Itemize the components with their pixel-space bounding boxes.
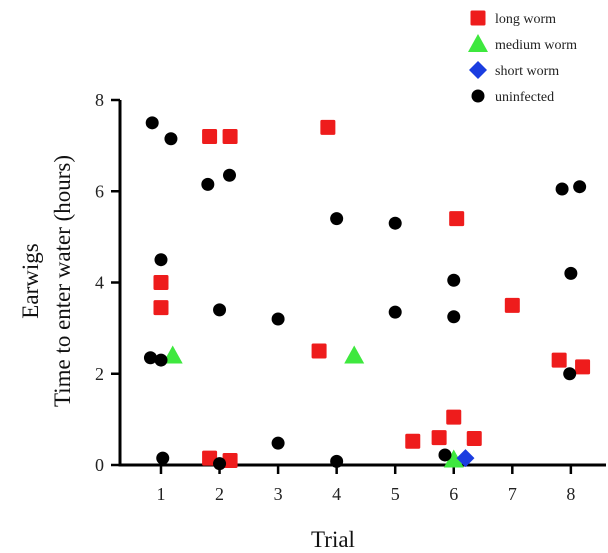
point-long-worm	[222, 452, 238, 468]
x-tick-label: 5	[391, 484, 400, 504]
point-uninfected	[154, 353, 168, 367]
x-tick-label: 7	[508, 484, 517, 504]
point-uninfected	[213, 303, 227, 317]
legend-label-long-worm: long worm	[495, 12, 556, 27]
x-tick-label: 1	[156, 484, 165, 504]
point-uninfected	[438, 448, 452, 462]
point-long-worm	[504, 297, 520, 313]
axes	[111, 98, 606, 474]
data-points	[143, 116, 591, 471]
point-uninfected	[564, 266, 578, 280]
x-axis-title: Trial	[311, 527, 355, 552]
x-tick-label: 3	[274, 484, 283, 504]
point-uninfected	[388, 216, 402, 230]
point-long-worm	[311, 343, 327, 359]
point-long-worm	[551, 352, 567, 368]
legend-marker-long-worm	[470, 10, 486, 26]
point-medium-worm	[162, 345, 183, 364]
point-long-worm	[446, 409, 462, 425]
point-long-worm	[222, 129, 238, 144]
point-long-worm	[466, 431, 482, 447]
y-tick-label: 0	[95, 455, 104, 475]
point-long-worm	[153, 300, 169, 316]
point-uninfected	[555, 182, 569, 196]
point-uninfected	[447, 310, 461, 324]
point-uninfected	[447, 273, 461, 287]
x-tick-label: 8	[566, 484, 575, 504]
point-uninfected	[563, 367, 577, 381]
legend-label-uninfected: uninfected	[495, 90, 554, 105]
y-axis-title: Earwigs Time to enter water (hours)	[18, 155, 75, 407]
point-long-worm	[405, 433, 421, 449]
point-medium-worm	[443, 449, 464, 468]
point-uninfected	[201, 177, 215, 191]
x-tick-label: 4	[332, 484, 341, 504]
y-tick-label: 8	[95, 90, 104, 110]
point-uninfected	[271, 312, 285, 326]
y-tick-label: 2	[95, 364, 104, 384]
point-uninfected	[388, 305, 402, 319]
legend-label-short-worm: short worm	[495, 64, 559, 79]
legend-label-medium-worm: medium worm	[495, 38, 577, 53]
point-uninfected	[213, 457, 227, 471]
point-uninfected	[330, 454, 344, 468]
point-uninfected	[330, 212, 344, 226]
tick-labels: 0 2 4 6 8 1 2 3 4 5 6 7 8	[95, 90, 575, 504]
point-uninfected	[164, 132, 178, 146]
point-long-worm	[449, 211, 465, 227]
y-tick-label: 6	[95, 181, 104, 201]
y-axis-title-line-1: Earwigs	[18, 243, 43, 318]
point-long-worm	[202, 129, 218, 144]
point-medium-worm	[344, 345, 365, 364]
point-long-worm	[320, 119, 336, 135]
point-long-worm	[153, 275, 169, 290]
x-tick-label: 2	[215, 484, 224, 504]
point-long-worm	[575, 359, 591, 375]
point-long-worm	[431, 430, 447, 446]
point-uninfected	[156, 451, 170, 465]
point-uninfected	[145, 116, 159, 130]
x-tick-label: 6	[449, 484, 458, 504]
point-uninfected	[271, 436, 285, 450]
point-uninfected	[573, 180, 587, 194]
y-tick-label: 4	[95, 273, 104, 293]
legend-marker-uninfected	[471, 89, 485, 103]
point-uninfected	[143, 351, 157, 365]
point-short-worm	[456, 449, 475, 468]
point-uninfected	[222, 168, 236, 182]
y-axis-title-line-2: Time to enter water (hours)	[50, 155, 75, 407]
point-uninfected	[154, 253, 168, 267]
legend: long worm medium worm short worm uninfected	[468, 10, 577, 105]
legend-marker-medium-worm	[468, 34, 488, 52]
legend-marker-short-worm	[469, 61, 487, 79]
